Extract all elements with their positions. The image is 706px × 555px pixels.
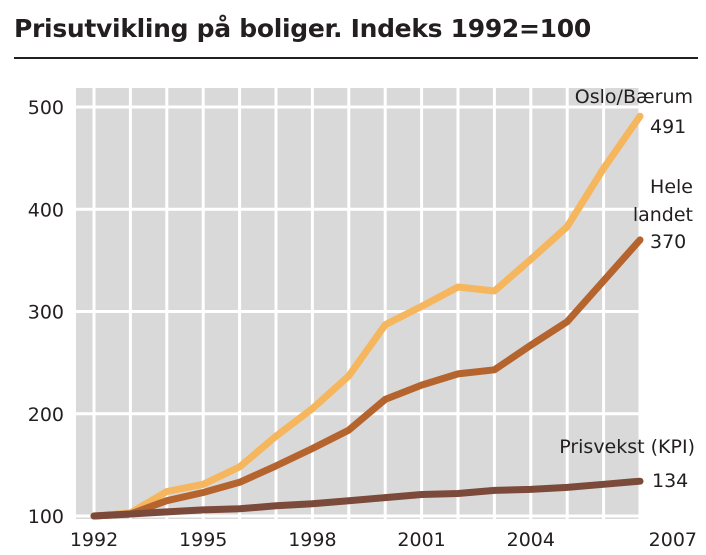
x-tick-2004: 2004 [507, 529, 555, 551]
series-line-2 [90, 477, 644, 520]
series-end-value-hele-landet: 370 [650, 231, 686, 253]
series-end-value-oslo-baerum: 491 [650, 116, 686, 138]
x-tick-2001: 2001 [397, 529, 445, 551]
y-tick-labels: 100 200 300 400 500 [28, 97, 64, 528]
series-end-value-prisvekst-kpi: 134 [652, 470, 688, 492]
plot-background [76, 88, 640, 519]
series-name-prisvekst-kpi: Prisvekst (KPI) [559, 436, 695, 458]
y-tick-500: 500 [28, 97, 64, 119]
series-lines [90, 112, 644, 520]
series-labels: Oslo/Bærum 491 Hele landet 370 Prisvekst (KPI… [559, 86, 695, 492]
x-tick-1998: 1998 [288, 529, 336, 551]
series-name-hele-landet-line2: landet [633, 204, 693, 226]
series-line-1 [90, 236, 644, 520]
series-line-0 [90, 112, 644, 520]
title-rule [14, 57, 698, 59]
x-tick-1995: 1995 [179, 529, 227, 551]
x-tick-1992: 1992 [70, 529, 118, 551]
y-tick-100: 100 [28, 506, 64, 528]
x-tick-labels: 1992 1995 1998 2001 2004 2007 [70, 529, 697, 551]
chart-title: Prisutvikling på boliger. Indeks 1992=10… [14, 14, 591, 43]
x-tick-2007: 2007 [649, 529, 697, 551]
series-name-oslo-baerum: Oslo/Bærum [575, 86, 693, 108]
y-tick-400: 400 [28, 199, 64, 221]
series-name-hele-landet-line1: Hele [650, 176, 693, 198]
y-tick-300: 300 [28, 302, 64, 324]
y-tick-200: 200 [28, 404, 64, 426]
